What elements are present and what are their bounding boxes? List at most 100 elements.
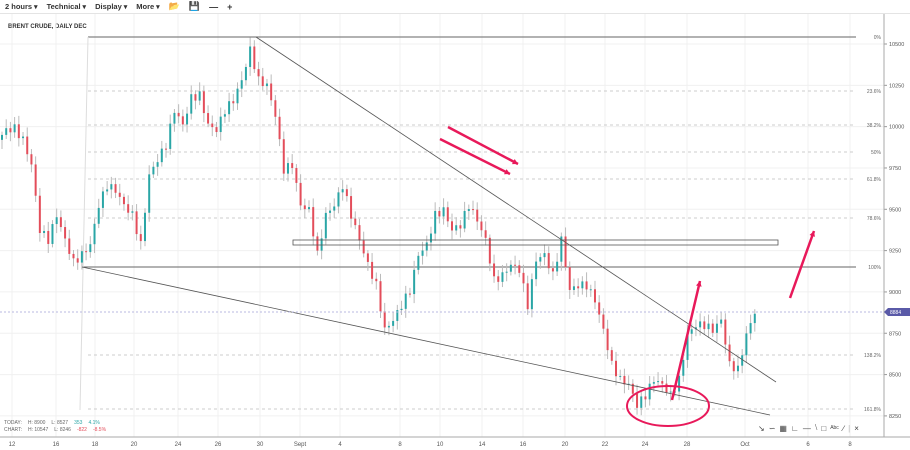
candle bbox=[610, 346, 613, 365]
fib-fan-icon[interactable]: ∟ bbox=[790, 423, 799, 433]
candle bbox=[606, 319, 609, 360]
cursor-icon[interactable]: ↘ bbox=[758, 423, 765, 433]
fib-level-label: 0% bbox=[874, 35, 882, 41]
candle-body bbox=[257, 69, 260, 77]
zoom-in-icon[interactable]: + bbox=[227, 1, 233, 12]
text-icon[interactable]: Abc bbox=[830, 425, 839, 431]
candle-body bbox=[488, 237, 491, 264]
candle bbox=[640, 391, 643, 416]
today-low: L: 8527 bbox=[51, 420, 69, 426]
candle bbox=[198, 82, 201, 106]
down-arrow bbox=[439, 137, 511, 176]
candle bbox=[627, 375, 630, 390]
candle-body bbox=[711, 323, 714, 333]
fib-level-label: 38.2% bbox=[867, 123, 882, 129]
candle bbox=[345, 184, 348, 202]
horizontal-line-icon[interactable]: — bbox=[802, 423, 811, 433]
candle-body bbox=[568, 267, 571, 290]
today-pct: 4.1% bbox=[88, 420, 100, 426]
candle bbox=[350, 187, 353, 228]
candle-body bbox=[165, 148, 168, 150]
candle-body bbox=[345, 189, 348, 197]
candle bbox=[265, 78, 268, 95]
chart-high: H: 10547 bbox=[27, 427, 49, 433]
candle bbox=[694, 319, 697, 337]
candle bbox=[186, 106, 189, 133]
candle bbox=[101, 186, 104, 218]
candle bbox=[707, 314, 710, 338]
candle-body bbox=[615, 360, 618, 377]
candle bbox=[34, 156, 37, 202]
zoom-out-icon[interactable]: — bbox=[209, 1, 219, 12]
candle-body bbox=[425, 242, 428, 251]
candle bbox=[358, 218, 361, 250]
candle-body bbox=[509, 264, 512, 272]
line-icon[interactable]: ∕ bbox=[842, 423, 845, 433]
candle-body bbox=[455, 225, 458, 231]
save-icon[interactable]: 💾 bbox=[188, 1, 201, 11]
candle-body bbox=[505, 271, 508, 273]
technical-dropdown[interactable]: Technical bbox=[47, 2, 87, 11]
trend-line-icon[interactable]: ⧵ bbox=[814, 423, 818, 432]
interval-dropdown[interactable]: 2 hours bbox=[5, 2, 38, 11]
candle-body bbox=[34, 164, 37, 196]
candle bbox=[375, 272, 378, 290]
candle-body bbox=[181, 116, 184, 125]
candle-body bbox=[736, 365, 739, 372]
y-tick-label: 9750 bbox=[889, 166, 901, 172]
candle bbox=[530, 273, 533, 318]
candle-body bbox=[585, 281, 588, 290]
candle-body bbox=[299, 182, 302, 206]
candle bbox=[131, 205, 134, 221]
candle-body bbox=[467, 209, 470, 211]
display-dropdown[interactable]: Display bbox=[95, 2, 127, 11]
candle-body bbox=[657, 381, 660, 383]
candle-body bbox=[186, 113, 189, 125]
candle-body bbox=[724, 319, 727, 345]
folder-open-icon[interactable]: 📂 bbox=[168, 1, 180, 11]
candle-body bbox=[417, 255, 420, 270]
candle-body bbox=[434, 210, 437, 234]
candle bbox=[215, 121, 218, 138]
candle bbox=[661, 377, 664, 393]
candle bbox=[173, 108, 176, 132]
candle-body bbox=[547, 253, 550, 269]
candle-body bbox=[295, 168, 298, 183]
candle-body bbox=[396, 310, 399, 321]
candle bbox=[257, 61, 260, 86]
x-tick-label: 24 bbox=[175, 442, 182, 448]
candle-body bbox=[240, 80, 243, 89]
candle bbox=[602, 308, 605, 335]
today-label: TODAY: bbox=[4, 420, 22, 426]
candle bbox=[497, 270, 500, 291]
candle bbox=[669, 384, 672, 402]
candle-body bbox=[476, 209, 479, 222]
price-chart[interactable]: 12 16 18 20 24 26 30 Sept 4 8 10 14 16 20 22 24 28 Oct 6 8 1… bbox=[0, 14, 910, 450]
candle bbox=[299, 174, 302, 211]
candle-body bbox=[728, 344, 731, 362]
candle bbox=[43, 225, 46, 238]
candle bbox=[223, 109, 226, 124]
candle bbox=[93, 218, 96, 254]
candle-body bbox=[518, 265, 521, 273]
candle-body bbox=[106, 189, 109, 192]
candle-body bbox=[253, 46, 256, 70]
candle bbox=[291, 154, 294, 175]
candle bbox=[577, 278, 580, 297]
candle bbox=[232, 93, 235, 111]
candle bbox=[270, 74, 273, 106]
candle bbox=[501, 264, 504, 288]
candle-body bbox=[526, 283, 529, 310]
more-dropdown[interactable]: More bbox=[136, 2, 159, 11]
candle-body bbox=[93, 223, 96, 245]
candle bbox=[467, 204, 470, 220]
candle bbox=[228, 92, 231, 122]
close-icon[interactable]: × bbox=[854, 423, 859, 433]
curve-icon[interactable]: ∽ bbox=[768, 423, 776, 433]
rectangle-icon[interactable]: □ bbox=[821, 423, 827, 433]
grid-icon[interactable]: ▦ bbox=[779, 423, 787, 433]
y-tick-label: 10250 bbox=[889, 83, 904, 89]
y-tick-label: 9500 bbox=[889, 207, 901, 213]
candle bbox=[732, 357, 735, 380]
candle bbox=[110, 176, 113, 199]
